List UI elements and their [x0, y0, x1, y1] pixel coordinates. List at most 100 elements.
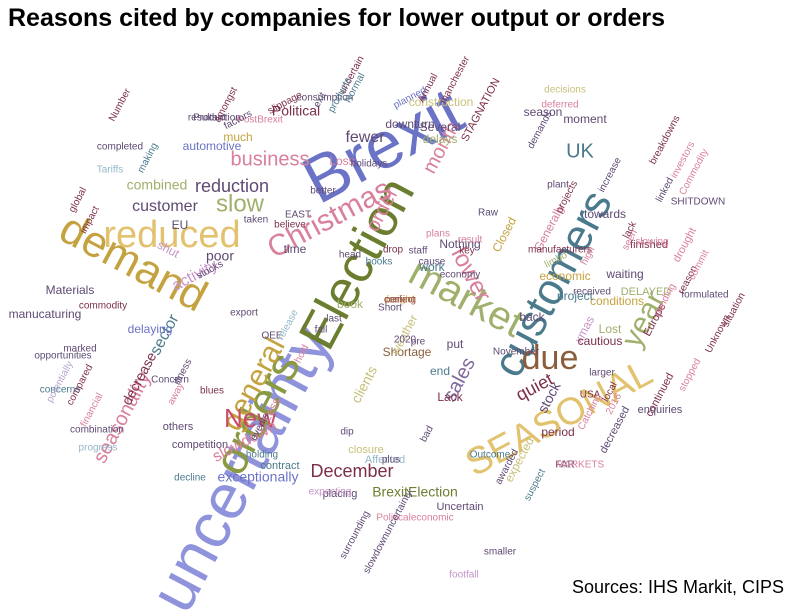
cloud-word: opportunities: [34, 351, 91, 362]
cloud-word: MARKETS: [556, 460, 605, 471]
cloud-word: perfect: [385, 295, 416, 306]
cloud-word: Lack: [437, 390, 463, 404]
cloud-word: plans: [426, 229, 450, 240]
cloud-word: end: [430, 364, 450, 378]
cloud-word: BrexitElection: [372, 484, 458, 500]
cloud-word: consumption: [297, 93, 354, 104]
cloud-word: work: [418, 260, 445, 274]
cloud-word: back: [519, 310, 545, 324]
cloud-word: business: [231, 148, 310, 170]
cloud-word: blues: [200, 386, 224, 397]
cloud-word: December: [310, 461, 393, 481]
cloud-word: competition: [172, 439, 228, 451]
cloud-word: reduced: [103, 214, 240, 256]
cloud-word: better: [310, 186, 336, 197]
cloud-word: stopped: [677, 357, 703, 394]
cloud-word: poor: [206, 248, 234, 264]
cloud-word: USA: [580, 390, 601, 401]
cloud-word: customer: [132, 198, 198, 215]
cloud-word: placing: [323, 488, 358, 500]
cloud-word: progress: [79, 443, 118, 454]
cloud-word: Politicaleconomic: [376, 513, 453, 524]
cloud-word: plant: [547, 180, 569, 191]
cloud-word: downturn: [385, 117, 434, 131]
cloud-word: season: [524, 105, 563, 119]
cloud-word: slowdownuncertainty: [361, 489, 414, 576]
cloud-word: believe: [274, 220, 306, 231]
cloud-word: increase: [596, 155, 624, 194]
cloud-word: manucaturing: [9, 307, 82, 321]
cloud-word: concerns: [40, 385, 81, 396]
cloud-word: delaying: [128, 322, 173, 336]
cloud-word: Lost: [599, 322, 622, 336]
cloud-word: 2020: [394, 335, 417, 346]
cloud-word: fall: [315, 325, 328, 336]
cloud-word: Concern: [151, 375, 189, 386]
cloud-word: head: [339, 250, 361, 261]
cloud-word: suspect: [522, 467, 548, 503]
cloud-word: result: [458, 235, 483, 246]
cloud-word: deferred: [541, 100, 578, 111]
cloud-word: coming: [384, 295, 416, 306]
cloud-word: Raw: [478, 208, 499, 219]
cloud-word: financial: [79, 391, 106, 429]
cloud-word: Closed: [489, 215, 519, 255]
cloud-word: taken: [244, 215, 268, 226]
cloud-word: marked: [63, 344, 96, 355]
cloud-word: key: [459, 246, 475, 257]
cloud-word: finished: [630, 239, 668, 251]
cloud-word: period: [541, 425, 574, 439]
cloud-word: holidays: [351, 159, 388, 170]
cloud-word: time: [284, 242, 307, 256]
cloud-word: freight: [386, 295, 414, 306]
cloud-word: bad: [418, 424, 436, 444]
cloud-word: Affected: [365, 454, 405, 466]
cloud-word: formulated: [681, 290, 728, 301]
cloud-word: fewer: [345, 129, 385, 146]
cloud-word: cautious: [578, 334, 623, 348]
cloud-word: Loss: [329, 154, 354, 168]
cloud-word: manufacturers: [528, 245, 592, 256]
cloud-word: clients: [347, 363, 380, 406]
cloud-word: Nothing: [439, 237, 480, 251]
cloud-word: combined: [127, 177, 188, 193]
cloud-word: SHITDOWN: [671, 197, 725, 208]
cloud-word: moment: [563, 112, 607, 126]
cloud-word: STAGNATION: [459, 76, 502, 143]
cloud-word: DELAYED: [621, 286, 672, 298]
cloud-word: holding: [246, 450, 278, 461]
cloud-word: exceptionally: [218, 469, 299, 485]
cloud-word: larger: [589, 368, 615, 379]
cloud-word: surrounding: [338, 509, 373, 561]
cloud-word: received: [573, 287, 611, 298]
cloud-word: drought: [671, 226, 699, 265]
cloud-word: OEE: [261, 331, 282, 342]
cloud-word: decisions: [544, 85, 586, 96]
cloud-word: cause: [419, 257, 446, 268]
cloud-word: resultant: [188, 113, 227, 124]
cloud-word: towards: [584, 207, 626, 221]
cloud-word: delays: [423, 132, 458, 146]
cloud-word: FAR: [555, 460, 574, 471]
cloud-word: dip: [340, 427, 354, 438]
cloud-word: Number: [107, 86, 134, 123]
cloud-word: New: [224, 403, 276, 433]
cloud-word: enquiries: [638, 404, 683, 416]
cloud-word: EU: [172, 218, 189, 232]
cloud-word: conditions: [590, 294, 644, 308]
cloud-word: pre: [411, 337, 426, 348]
cloud-word: due: [522, 339, 579, 377]
cloud-word: export: [230, 308, 258, 319]
cloud-word: Political: [272, 103, 320, 119]
cloud-word: economy: [440, 270, 481, 281]
cloud-word: expecting: [309, 487, 352, 498]
cloud-word: slow: [216, 190, 265, 217]
cloud-word: book: [337, 297, 364, 311]
cloud-word: Several: [420, 120, 461, 134]
cloud-word: waiting: [605, 267, 643, 281]
cloud-word: PostBrexit: [237, 115, 283, 126]
cloud-word: November: [493, 347, 540, 358]
cloud-word: EAST: [285, 210, 311, 221]
page-title: Reasons cited by companies for lower out…: [8, 4, 666, 32]
